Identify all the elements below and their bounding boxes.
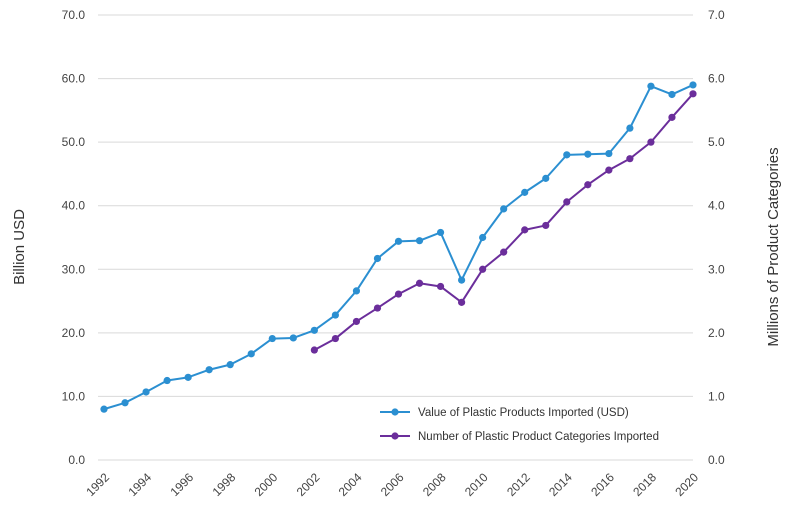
data-point [563, 151, 571, 159]
data-point [100, 405, 108, 413]
data-point [415, 237, 424, 245]
data-point [205, 366, 213, 374]
y2-tick-label: 6.0 [708, 72, 725, 86]
y-tick-label: 30.0 [62, 262, 86, 276]
x-tick-label: 2018 [630, 470, 659, 499]
y-tick-label: 10.0 [62, 389, 86, 403]
x-tick-label: 2008 [420, 470, 449, 499]
series-group [100, 81, 697, 413]
x-tick-label: 2014 [546, 470, 575, 499]
data-point [521, 226, 529, 234]
data-point [415, 279, 424, 287]
data-point [458, 298, 466, 306]
data-point [500, 248, 508, 256]
right-axis-ticks: 0.0 1.0 2.0 3.0 4.0 5.0 6.0 7.0 [708, 8, 725, 467]
legend-item: Value of Plastic Products Imported (USD) [380, 407, 629, 419]
x-tick-label: 2016 [588, 470, 617, 499]
data-point [605, 166, 613, 174]
data-point [479, 265, 487, 273]
data-point [584, 181, 592, 189]
x-tick-label: 2020 [672, 470, 701, 499]
y2-tick-label: 2.0 [708, 326, 725, 340]
series-2 [310, 90, 697, 354]
x-tick-label: 2002 [294, 470, 323, 499]
data-point [436, 228, 445, 237]
y-tick-label: 40.0 [62, 199, 86, 213]
y-tick-label: 0.0 [68, 453, 85, 467]
x-axis-ticks: 1992 1994 1996 1998 2000 2002 2004 2006 2008 2010… [83, 470, 701, 499]
data-point [542, 174, 550, 182]
data-point [184, 373, 192, 381]
y-tick-label: 50.0 [62, 135, 86, 149]
data-point [584, 150, 592, 158]
data-point [542, 221, 550, 230]
data-point [626, 155, 634, 163]
data-point [121, 399, 129, 407]
legend: Value of Plastic Products Imported (USD)… [380, 407, 659, 443]
data-point [331, 334, 339, 343]
data-point [352, 317, 361, 326]
data-point [436, 282, 445, 291]
data-point [647, 138, 655, 146]
x-tick-label: 2000 [252, 470, 281, 499]
y2-tick-label: 4.0 [708, 199, 725, 213]
x-tick-label: 2012 [504, 470, 533, 499]
data-point [521, 188, 529, 196]
data-point [373, 304, 382, 312]
legend-item: Number of Plastic Product Categories Imp… [380, 431, 659, 443]
data-point [226, 361, 234, 369]
data-point [163, 376, 171, 385]
data-point [626, 124, 634, 132]
y2-tick-label: 1.0 [708, 389, 725, 403]
data-point [394, 290, 403, 298]
data-point [352, 287, 361, 295]
series-line [313, 93, 694, 351]
data-point [689, 81, 697, 89]
data-point [289, 334, 297, 342]
gridlines [98, 14, 693, 461]
y-tick-label: 70.0 [62, 8, 86, 22]
x-tick-label: 1994 [125, 470, 154, 499]
data-point [500, 205, 508, 213]
x-tick-label: 2006 [378, 470, 407, 499]
data-point [668, 113, 676, 121]
left-axis-ticks: 0.0 10.0 20.0 30.0 40.0 50.0 60.0 70.0 [62, 8, 86, 467]
y-tick-label: 20.0 [62, 326, 86, 340]
y2-tick-label: 5.0 [708, 135, 725, 149]
data-point [142, 388, 150, 396]
legend-swatch-marker [391, 408, 399, 416]
data-point [479, 233, 487, 242]
data-point [689, 90, 697, 98]
legend-label: Value of Plastic Products Imported (USD) [418, 407, 629, 419]
data-point [247, 350, 255, 358]
y-tick-label: 60.0 [62, 72, 86, 86]
data-point [373, 254, 382, 263]
data-point [310, 326, 318, 334]
x-tick-label: 1998 [210, 470, 239, 499]
right-axis-label: Millions of Product Categories [765, 147, 782, 346]
series-line [103, 84, 694, 411]
x-tick-label: 1996 [167, 470, 196, 499]
y2-tick-label: 0.0 [708, 453, 725, 467]
data-point [310, 346, 318, 354]
x-tick-label: 1992 [83, 470, 112, 499]
legend-label: Number of Plastic Product Categories Imp… [418, 431, 659, 443]
data-point [563, 198, 571, 206]
left-axis-label: Billion USD [11, 209, 28, 285]
y2-tick-label: 7.0 [708, 8, 725, 22]
x-tick-label: 2010 [462, 470, 491, 499]
legend-swatch-marker [391, 432, 399, 440]
y2-tick-label: 3.0 [708, 262, 725, 276]
data-point [268, 334, 276, 343]
data-point [668, 90, 676, 99]
data-point [647, 82, 655, 90]
data-point [331, 311, 339, 319]
data-point [458, 276, 466, 284]
data-point [605, 149, 613, 158]
x-tick-label: 2004 [336, 470, 365, 499]
data-point [394, 237, 403, 245]
series-1 [100, 81, 697, 413]
